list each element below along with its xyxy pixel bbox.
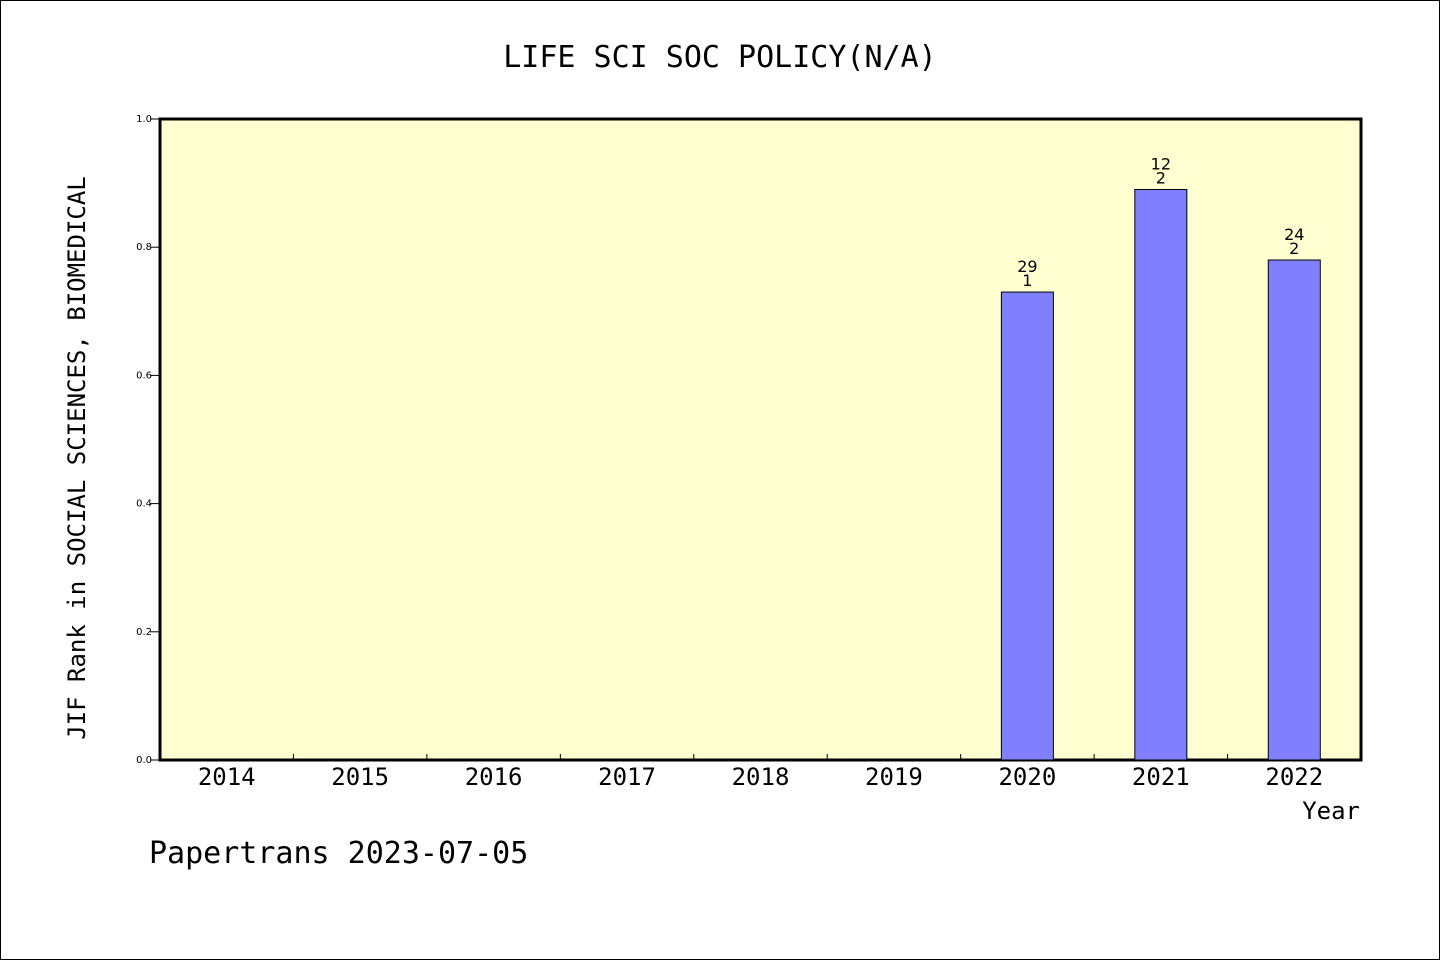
- y-tick-label: 0.2: [136, 627, 152, 638]
- y-tick-label: 0.0: [136, 755, 152, 766]
- y-tick-label: 0.4: [136, 499, 152, 510]
- chart-title: LIFE SCI SOC POLICY(N/A): [503, 40, 936, 75]
- x-tick-label: 2016: [465, 763, 523, 791]
- x-tick-label: 2022: [1265, 763, 1323, 791]
- bar-label-bottom: 2: [1289, 239, 1299, 258]
- bar-2022: [1267, 259, 1321, 761]
- x-axis-label: Year: [1302, 797, 1360, 825]
- bar-label-bottom: 1: [1022, 271, 1032, 290]
- x-tick-label: 2020: [998, 763, 1056, 791]
- bar-label-bottom: 2: [1156, 169, 1166, 188]
- x-tick-label: 2017: [598, 763, 656, 791]
- y-tick-label: 0.8: [136, 242, 152, 253]
- x-tick-label: 2015: [331, 763, 389, 791]
- x-tick-label: 2019: [865, 763, 923, 791]
- y-tick-label: 1.0: [136, 114, 152, 125]
- bar-label-top: 29: [1017, 257, 1037, 276]
- bar-2020: [1000, 291, 1054, 761]
- bar-label-top: 24: [1284, 225, 1304, 244]
- y-tick-label: 0.6: [136, 370, 152, 381]
- footer-credit: Papertrans 2023-07-05: [149, 836, 528, 871]
- bars: [1000, 189, 1321, 761]
- y-axis-label: JIF Rank in SOCIAL SCIENCES, BIOMEDICAL: [63, 176, 91, 740]
- x-tick-label: 2018: [732, 763, 790, 791]
- bar-label-top: 12: [1151, 155, 1171, 174]
- x-tick-label: 2021: [1132, 763, 1190, 791]
- x-axis-ticks: 2014 2015 2016 2017 2018 2019 2020 2021 2022: [198, 754, 1323, 791]
- bar-2021: [1134, 189, 1188, 761]
- x-tick-label: 2014: [198, 763, 256, 791]
- y-axis-ticks: 0.0 0.2 0.4 0.6 0.8 1.0: [136, 114, 160, 766]
